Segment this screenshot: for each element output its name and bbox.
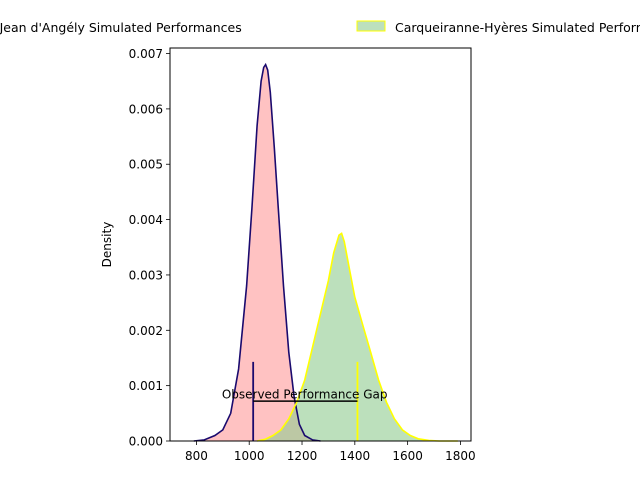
x-tick-label: 800 bbox=[185, 449, 208, 463]
y-tick-label: 0.005 bbox=[129, 158, 163, 172]
legend: Cognac Saint Jean d'Angély Simulated Per… bbox=[0, 20, 640, 35]
legend-label-2: Carqueiranne-Hyères Simulated Performanc… bbox=[395, 20, 640, 35]
series-1-area bbox=[193, 64, 321, 441]
y-tick-label: 0.007 bbox=[129, 47, 163, 61]
series-2-area bbox=[257, 233, 458, 441]
y-axis-label: Density bbox=[100, 222, 114, 268]
x-tick-label: 1800 bbox=[445, 449, 476, 463]
series-2-line bbox=[256, 232, 458, 442]
y-tick-label: 0.001 bbox=[129, 379, 163, 393]
series-layer bbox=[193, 62, 458, 442]
x-tick-label: 1400 bbox=[340, 449, 371, 463]
y-tick-label: 0.000 bbox=[129, 435, 163, 449]
y-tick-label: 0.006 bbox=[129, 102, 163, 116]
y-axis-ticks: 0.000 0.001 0.002 0.003 0.004 0.005 0.006 0.007 bbox=[129, 47, 170, 449]
legend-label-1: Cognac Saint Jean d'Angély Simulated Per… bbox=[0, 20, 242, 35]
series-1-line bbox=[193, 62, 321, 442]
gap-annotation-label: Observed Performance Gap bbox=[222, 387, 388, 401]
y-tick-label: 0.004 bbox=[129, 213, 163, 227]
x-axis-ticks: 800 1000 1200 1400 1600 1800 bbox=[185, 441, 476, 463]
y-tick-label: 0.003 bbox=[129, 268, 163, 282]
x-tick-label: 1600 bbox=[392, 449, 423, 463]
plot-frame bbox=[169, 47, 472, 442]
x-tick-label: 1000 bbox=[234, 449, 265, 463]
annotation-layer: Observed Performance Gap bbox=[222, 361, 388, 441]
y-tick-label: 0.002 bbox=[129, 324, 163, 338]
legend-swatch-2 bbox=[356, 20, 386, 32]
x-tick-label: 1200 bbox=[287, 449, 318, 463]
